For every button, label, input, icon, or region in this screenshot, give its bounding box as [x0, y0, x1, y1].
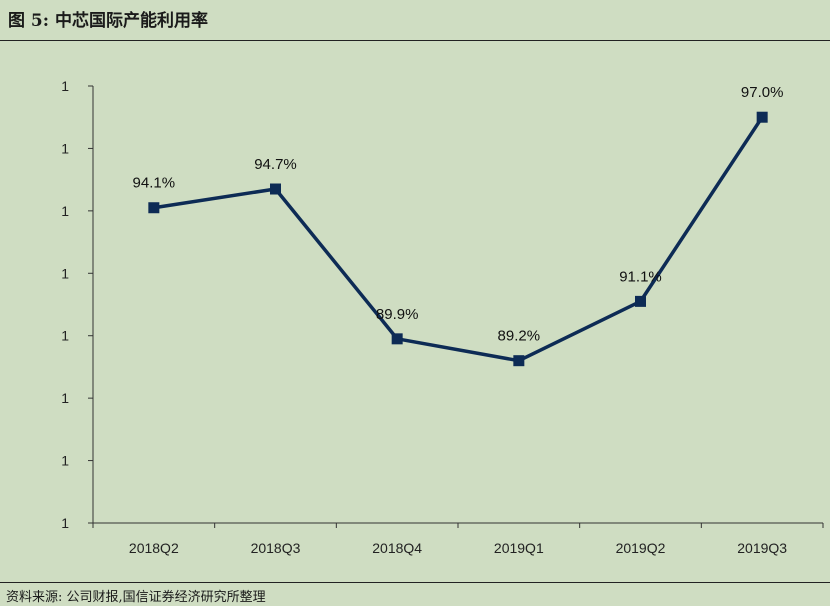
data-label: 94.1% [133, 175, 176, 192]
chart-ticks: 1 1 1 1 1 1 1 1 2018Q2 2018Q3 2018Q4 2019Q1 2019Q2 20… [61, 78, 824, 556]
top-rule [0, 40, 830, 41]
y-tick-label: 1 [61, 515, 69, 531]
y-tick-label: 1 [61, 390, 69, 406]
chart-axes [92, 86, 823, 524]
chart-series [148, 111, 768, 367]
data-label: 89.2% [498, 328, 541, 345]
y-tick-label: 1 [61, 453, 69, 469]
series-line [153, 116, 764, 363]
data-label: 94.7% [254, 156, 297, 173]
x-tick-label: 2019Q3 [737, 540, 787, 556]
data-point-marker [635, 295, 646, 307]
data-point-marker [270, 183, 281, 195]
source-note: 资料来源: 公司财报,国信证券经济研究所整理 [6, 590, 266, 605]
figure-title: 图 5: 中芯国际产能利用率 [8, 11, 208, 31]
x-tick-label: 2018Q4 [372, 540, 422, 556]
data-point-marker [756, 111, 768, 123]
data-label: 91.1% [619, 268, 662, 285]
x-tick-label: 2019Q1 [494, 540, 544, 556]
data-point-marker [391, 333, 403, 345]
y-tick-label: 1 [61, 140, 69, 156]
data-point-marker [513, 355, 525, 367]
y-tick-label: 1 [61, 203, 69, 219]
chart-data-labels: 94.1% 94.7% 89.9% 89.2% 91.1% 97.0% [133, 84, 784, 344]
y-tick-label: 1 [61, 265, 69, 281]
bottom-rule [0, 582, 830, 583]
data-point-marker [148, 202, 160, 214]
x-tick-label: 2018Q3 [251, 540, 301, 556]
y-tick-label: 1 [61, 78, 69, 94]
x-tick-label: 2019Q2 [616, 540, 666, 556]
data-label: 89.9% [376, 306, 419, 323]
data-label: 97.0% [741, 84, 784, 101]
y-tick-label: 1 [61, 328, 69, 344]
line-chart: 1 1 1 1 1 1 1 1 2018Q2 2018Q3 2018Q4 2019Q1 2019Q2 20… [61, 78, 824, 556]
x-tick-label: 2018Q2 [129, 540, 179, 556]
